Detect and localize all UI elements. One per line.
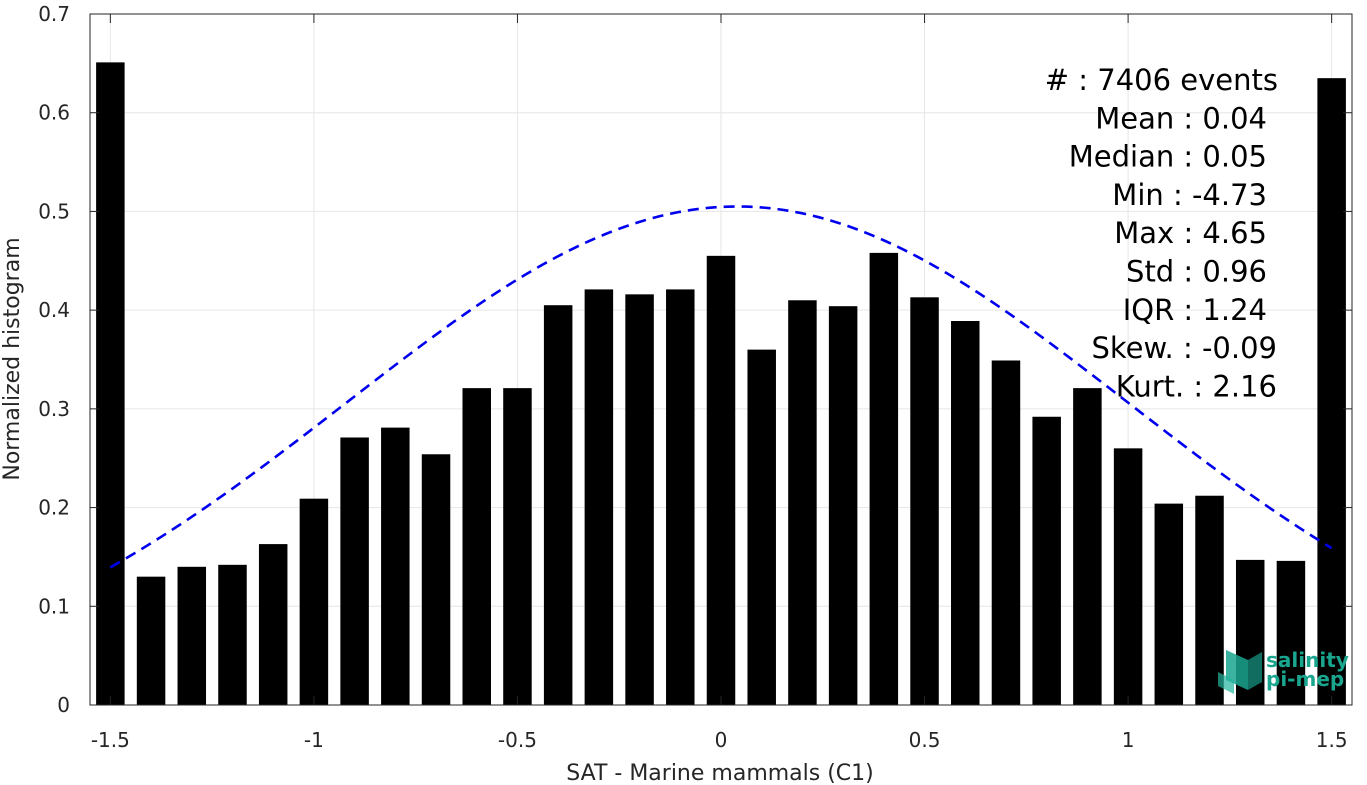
stats-line: Kurt. : 2.16 <box>1116 369 1277 403</box>
logo-line-1: salinity <box>1266 648 1349 672</box>
histogram-bars <box>96 62 1346 706</box>
y-axis-label: Normalized histogram <box>0 237 25 480</box>
histogram-bar <box>584 289 614 705</box>
stats-line: Skew. : -0.09 <box>1091 331 1277 365</box>
logo-line-2: pi-mep <box>1266 667 1344 691</box>
histogram-bar <box>666 289 695 705</box>
histogram-bar <box>747 349 776 705</box>
histogram-bar <box>991 360 1021 705</box>
histogram-bar <box>340 437 369 705</box>
y-tick-labels: 0 0.1 0.2 0.3 0.4 0.5 0.6 0.7 <box>38 2 70 717</box>
plot-axes <box>89 13 1353 706</box>
y-tick-label: 0 <box>57 693 70 717</box>
histogram-bar <box>706 255 736 705</box>
stats-line: Min : -4.73 <box>1112 178 1267 212</box>
y-tick-label: 0.5 <box>38 199 70 223</box>
histogram-bar <box>1073 388 1102 705</box>
stats-line: # : 7406 events <box>1045 63 1278 97</box>
histogram-bar <box>381 427 410 705</box>
histogram-bar <box>869 252 899 706</box>
gaussian-fit-curve <box>109 205 1333 569</box>
histogram-bar <box>1195 495 1224 705</box>
y-tick-label: 0.4 <box>38 298 70 322</box>
y-tick-label: 0.2 <box>38 496 70 520</box>
x-tick-labels: -1.5 -1 -0.5 0 0.5 1 1.5 <box>91 728 1348 752</box>
stats-line: Mean : 0.04 <box>1095 101 1267 135</box>
y-tick-label: 0.7 <box>38 2 70 26</box>
histogram-bar <box>177 566 207 705</box>
stats-line: Median : 0.05 <box>1069 140 1267 174</box>
histogram-bar <box>218 564 247 705</box>
histogram-bar <box>136 576 166 705</box>
histogram-bar <box>951 321 980 705</box>
histogram-bar <box>1154 503 1184 705</box>
histogram-bar <box>421 454 451 705</box>
stats-line: IQR : 1.24 <box>1123 293 1267 327</box>
histogram-bar <box>788 300 817 705</box>
logo-cube-icon <box>1218 650 1262 694</box>
histogram-bar <box>462 388 491 705</box>
histogram-bar <box>96 62 125 706</box>
histogram-bar <box>299 498 329 705</box>
histogram-bar <box>625 294 654 705</box>
histogram-bar <box>258 544 288 705</box>
histogram-bar <box>1032 416 1061 705</box>
x-tick-label: -1 <box>304 728 324 752</box>
x-tick-label: 0 <box>715 728 728 752</box>
y-tick-label: 0.1 <box>38 594 70 618</box>
salinity-pi-mep-logo: salinity pi-mep <box>1218 648 1349 694</box>
statistics-box: # : 7406 events Mean : 0.04 Median : 0.05 M… <box>1045 63 1278 403</box>
stats-line: Std : 0.96 <box>1126 255 1267 289</box>
x-tick-label: 0.5 <box>909 728 941 752</box>
histogram-bar <box>1113 448 1143 705</box>
histogram-bar <box>503 388 532 705</box>
histogram-bar <box>543 305 573 705</box>
x-axis-label: SAT - Marine mammals (C1) <box>566 761 874 785</box>
x-tick-label: 1.5 <box>1316 728 1348 752</box>
histogram-bar <box>1276 560 1306 705</box>
histogram-bar <box>910 297 939 705</box>
y-tick-label: 0.6 <box>38 101 70 125</box>
stats-line: Max : 4.65 <box>1114 216 1267 250</box>
histogram-bar <box>1317 78 1346 705</box>
x-tick-label: -0.5 <box>498 728 537 752</box>
x-tick-label: -1.5 <box>91 728 130 752</box>
histogram-bar <box>828 306 858 705</box>
y-tick-label: 0.3 <box>38 397 70 421</box>
x-tick-label: 1 <box>1122 728 1135 752</box>
